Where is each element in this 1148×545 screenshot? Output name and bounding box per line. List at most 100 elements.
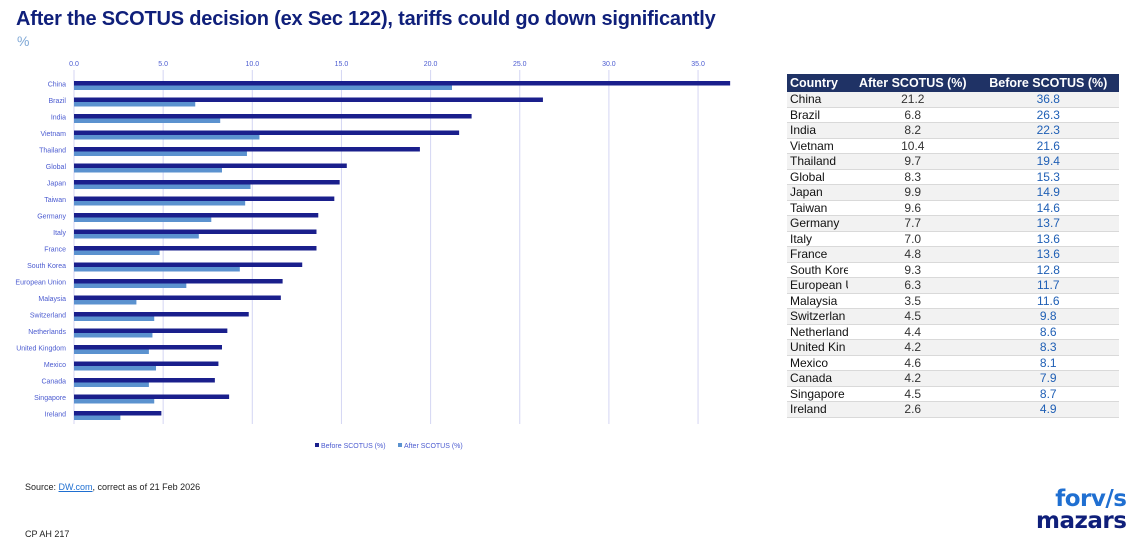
table-row: Thailand 9.7 19.4 (787, 153, 1119, 170)
unit-label: % (17, 33, 30, 49)
category-label: Japan (47, 181, 66, 188)
cell-country: Italy (787, 231, 848, 247)
cell-after: 4.2 (848, 370, 978, 387)
bar-before (74, 262, 303, 267)
cell-before: 8.7 (977, 386, 1119, 402)
page-title: After the SCOTUS decision (ex Sec 122), … (16, 8, 716, 30)
bar-after (74, 283, 187, 288)
table-row: China 21.2 36.8 (787, 92, 1119, 108)
cell-country: Malaysia (787, 293, 848, 309)
category-label: Taiwan (44, 197, 66, 204)
bar-after (74, 250, 160, 255)
bar-after (74, 102, 196, 107)
cell-before: 15.3 (977, 169, 1119, 185)
document-code: CP AH 217 (25, 529, 70, 539)
bar-after (74, 333, 153, 338)
bar-before (74, 378, 215, 383)
bar-after (74, 217, 212, 222)
table-row: Germany 7.7 13.7 (787, 215, 1119, 232)
bar-after (74, 234, 199, 239)
table-row: Mexico 4.6 8.1 (787, 355, 1119, 371)
table-row: France 4.8 13.6 (787, 246, 1119, 263)
cell-country: Netherland (787, 324, 848, 340)
table-row: Brazil 6.8 26.3 (787, 107, 1119, 123)
category-label: South Korea (27, 263, 66, 270)
header-after: After SCOTUS (%) (848, 74, 978, 92)
cell-before: 14.6 (977, 200, 1119, 216)
cell-before: 13.7 (977, 215, 1119, 232)
cell-country: Switzerlan (787, 308, 848, 325)
bar-after (74, 151, 247, 156)
cell-country: European U (787, 277, 848, 294)
x-tick-label: 30.0 (602, 61, 616, 68)
cell-country: Brazil (787, 107, 848, 123)
cell-country: Mexico (787, 355, 848, 371)
bar-after (74, 316, 155, 321)
bar-before (74, 394, 230, 399)
bar-before (74, 213, 319, 218)
cell-country: United Kin (787, 339, 848, 356)
table-row: United Kin 4.2 8.3 (787, 339, 1119, 356)
legend-label[interactable]: After SCOTUS (%) (404, 443, 463, 450)
bar-before (74, 345, 222, 350)
cell-before: 13.6 (977, 246, 1119, 263)
bar-after (74, 135, 260, 140)
category-label: Singapore (34, 395, 66, 402)
table-row: Netherland 4.4 8.6 (787, 324, 1119, 340)
source-note: Source: DW.com, correct as of 21 Feb 202… (25, 482, 200, 492)
legend-label[interactable]: Before SCOTUS (%) (321, 443, 386, 450)
x-axis-ticks: 0.0 5.0 10.0 15.0 20.0 25.0 30.0 35.0 (69, 61, 705, 68)
cell-after: 4.4 (848, 324, 978, 340)
table-row: India 8.2 22.3 (787, 122, 1119, 139)
cell-before: 7.9 (977, 370, 1119, 387)
bar-before (74, 114, 472, 119)
bars (74, 81, 731, 420)
cell-after: 2.6 (848, 401, 978, 418)
legend[interactable]: Before SCOTUS (%) After SCOTUS (%) (315, 443, 463, 450)
bar-before (74, 312, 249, 317)
x-tick-label: 5.0 (158, 61, 168, 68)
table-row: Singapore 4.5 8.7 (787, 386, 1119, 402)
category-label: India (51, 115, 66, 122)
bar-before (74, 328, 228, 333)
bar-after (74, 382, 149, 387)
bar-before (74, 163, 347, 168)
x-tick-label: 35.0 (691, 61, 705, 68)
cell-after: 4.5 (848, 308, 978, 325)
category-label: Netherlands (28, 329, 66, 336)
category-label: United Kingdom (16, 346, 66, 353)
cell-before: 11.6 (977, 293, 1119, 309)
cell-after: 7.0 (848, 231, 978, 247)
table-row: Switzerlan 4.5 9.8 (787, 308, 1119, 325)
source-link[interactable]: DW.com (58, 482, 93, 492)
cell-country: India (787, 122, 848, 139)
bar-before (74, 279, 283, 284)
cell-before: 36.8 (977, 92, 1119, 108)
table-row: Canada 4.2 7.9 (787, 370, 1119, 387)
cell-after: 21.2 (848, 92, 978, 108)
bar-before (74, 180, 340, 185)
cell-before: 11.7 (977, 277, 1119, 294)
cell-country: Singapore (787, 386, 848, 402)
bar-before (74, 229, 317, 234)
legend-swatch (315, 443, 319, 447)
category-label: France (44, 247, 66, 254)
forvis-mazars-logo: forv/s mazars (1036, 488, 1127, 533)
source-prefix: Source: (25, 482, 59, 492)
category-label: Germany (37, 214, 66, 221)
cell-after: 8.3 (848, 169, 978, 185)
bar-chart: 0.0 5.0 10.0 15.0 20.0 25.0 30.0 35.0 China Braz… (15, 61, 731, 450)
cell-country: Japan (787, 184, 848, 201)
cell-after: 4.8 (848, 246, 978, 263)
table-row: Taiwan 9.6 14.6 (787, 200, 1119, 216)
table-row: South Kore 9.3 12.8 (787, 262, 1119, 278)
x-tick-label: 25.0 (513, 61, 527, 68)
table-row: Global 8.3 15.3 (787, 169, 1119, 185)
category-label: Italy (53, 230, 66, 237)
cell-after: 10.4 (848, 138, 978, 154)
category-label: Global (46, 164, 67, 171)
cell-before: 22.3 (977, 122, 1119, 139)
cell-before: 9.8 (977, 308, 1119, 325)
cell-country: Vietnam (787, 138, 848, 154)
x-tick-label: 0.0 (69, 61, 79, 68)
